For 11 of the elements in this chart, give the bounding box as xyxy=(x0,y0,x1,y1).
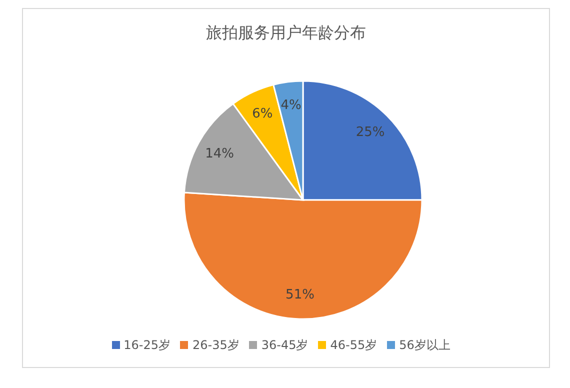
data-label: 25% xyxy=(356,125,385,140)
data-label: 14% xyxy=(205,146,234,162)
data-label: 51% xyxy=(286,288,314,303)
legend-label: 46-55岁 xyxy=(330,338,378,352)
data-label: 6% xyxy=(252,106,273,122)
data-label: 4% xyxy=(280,98,302,114)
legend-label: 36-45岁 xyxy=(261,338,308,352)
legend-label: 56岁以上 xyxy=(399,338,450,352)
chart-title: 旅拍服务用户年龄分布 xyxy=(205,23,367,44)
legend-label: 16-25岁 xyxy=(124,338,170,352)
legend-label: 26-35岁 xyxy=(192,338,240,352)
